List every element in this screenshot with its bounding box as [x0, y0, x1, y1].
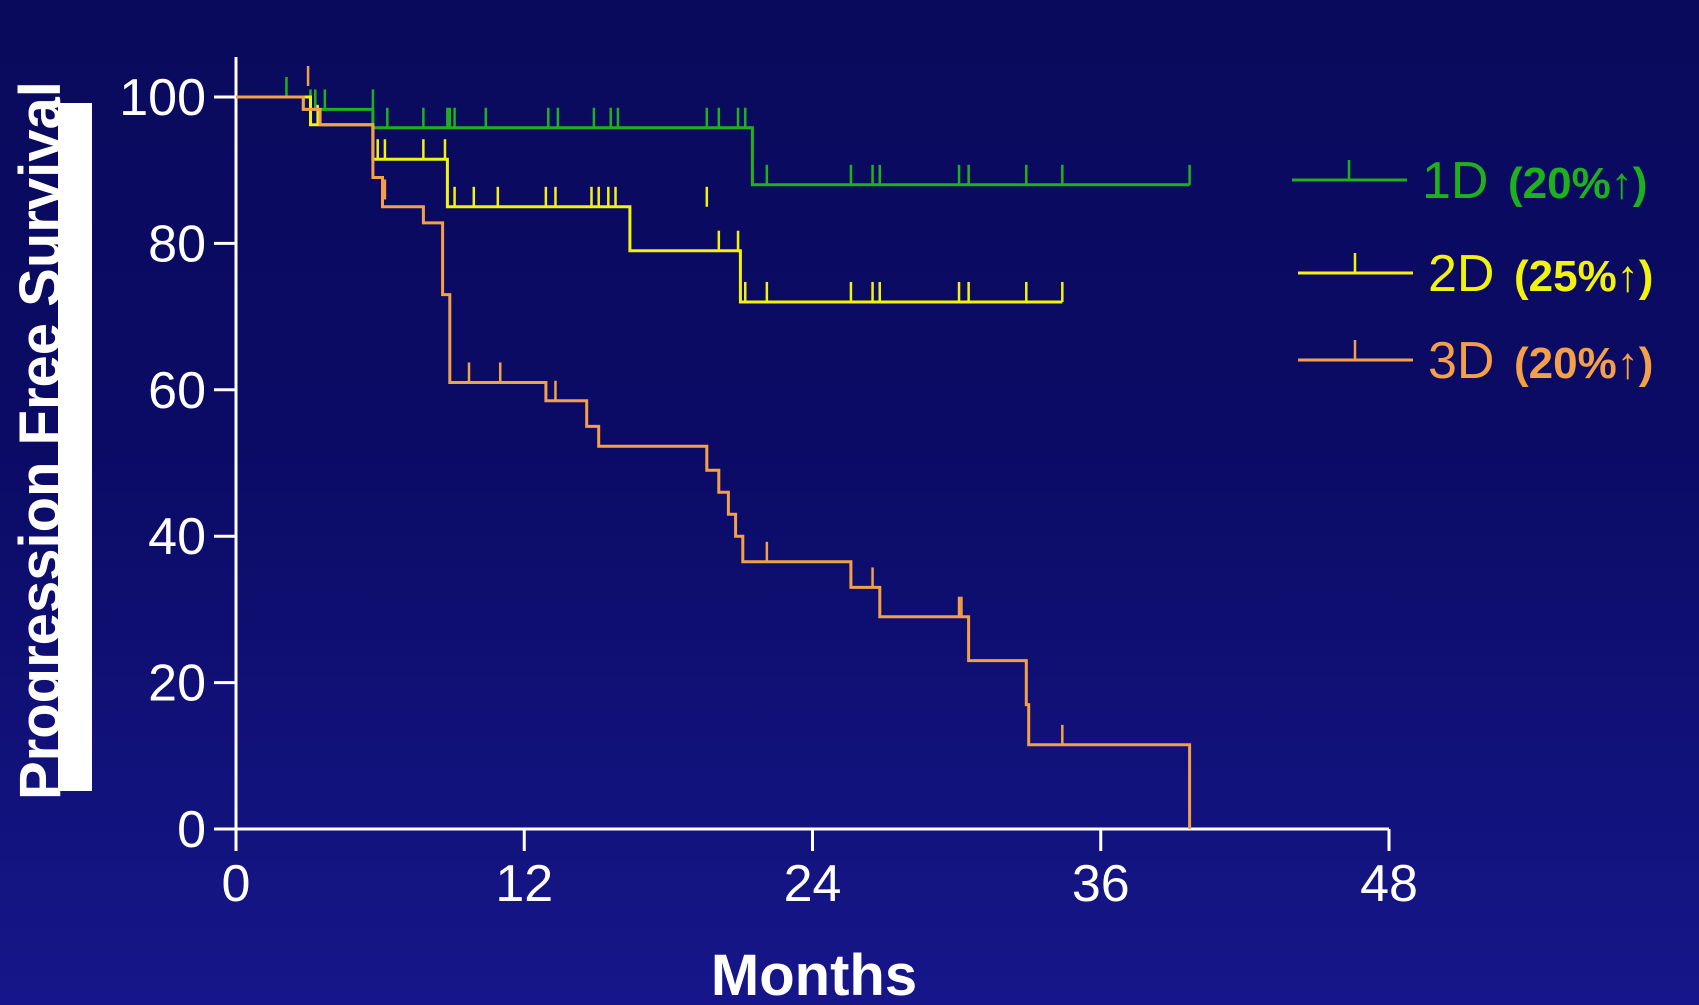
plot-axes: 0 20 40 60 80 100 0 12 24 36 48: [119, 57, 1418, 913]
x-tick-label: 24: [784, 855, 842, 913]
y-tick-label: 100: [119, 69, 206, 127]
legend-entry-1d: 1D (20%↑): [1292, 152, 1647, 210]
survival-curve-1d: [236, 95, 1190, 187]
legend-annotation: (20%↑): [1514, 339, 1653, 388]
y-tick-label: 80: [148, 215, 206, 273]
y-tick-label: 20: [148, 655, 206, 713]
y-axis-title: Progression Free Survival: [8, 81, 73, 800]
x-tick-label: 48: [1360, 855, 1418, 913]
x-tick-label: 36: [1072, 855, 1130, 913]
series-1d: [236, 77, 1191, 187]
y-axis-title-backdrop: [58, 103, 92, 791]
legend-label: 2D: [1428, 245, 1494, 303]
legend: 1D (20%↑) 2D (25%↑) 3D (20%↑): [1292, 152, 1653, 390]
legend-label: 3D: [1428, 332, 1494, 390]
legend-entry-2d: 2D (25%↑): [1298, 245, 1653, 303]
legend-entry-3d: 3D (20%↑): [1298, 332, 1653, 390]
x-tick-label: 0: [222, 855, 251, 913]
x-tick-label: 12: [495, 855, 553, 913]
y-tick-label: 0: [177, 801, 206, 859]
y-axis-title-box: Progression Free Survival: [8, 81, 92, 800]
legend-annotation: (25%↑): [1514, 252, 1653, 301]
survival-curve-2d: [236, 95, 1063, 304]
legend-annotation: (20%↑): [1508, 159, 1647, 208]
series-2d: [236, 95, 1064, 304]
survival-curve-3d: [236, 95, 1192, 829]
x-axis-title: Months: [711, 943, 917, 1005]
y-tick-label: 40: [148, 508, 206, 566]
series-3d: [236, 66, 1192, 829]
y-tick-label: 60: [148, 362, 206, 420]
legend-label: 1D: [1422, 152, 1488, 210]
plot-series: [236, 66, 1192, 829]
